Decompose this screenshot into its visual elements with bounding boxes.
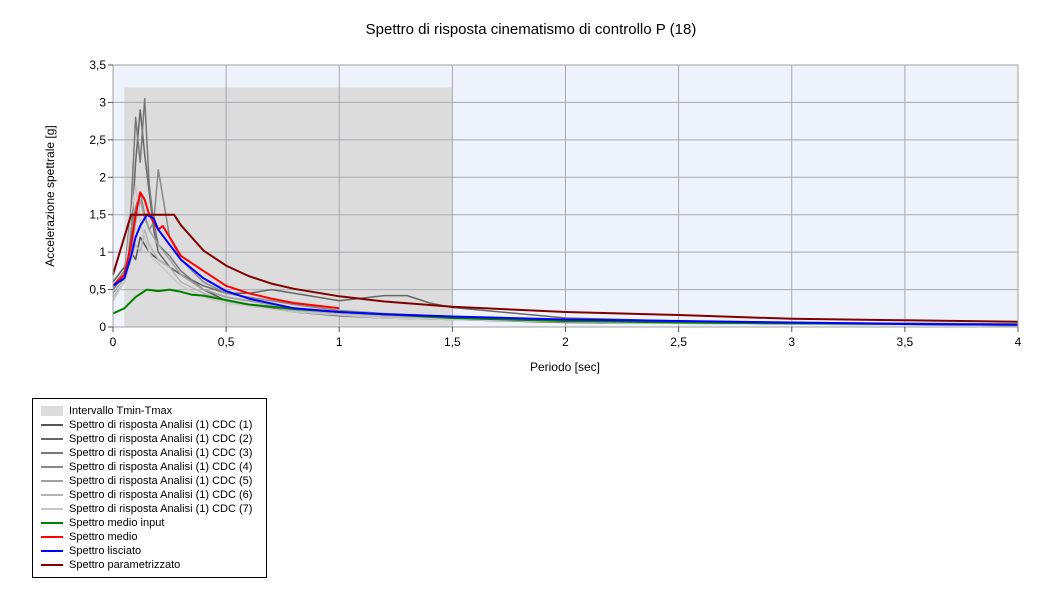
x-tick-label: 1	[336, 335, 343, 349]
x-tick-label: 2	[562, 335, 569, 349]
legend-item: Spettro di risposta Analisi (1) CDC (5)	[33, 474, 266, 488]
legend-item: Spettro di risposta Analisi (1) CDC (6)	[33, 488, 266, 502]
legend-label: Spettro di risposta Analisi (1) CDC (7)	[69, 503, 253, 515]
legend-label: Spettro di risposta Analisi (1) CDC (2)	[69, 433, 253, 445]
legend-line-swatch	[41, 438, 63, 440]
legend-item: Spettro medio input	[33, 516, 266, 530]
x-tick-label: 0	[110, 335, 117, 349]
legend-label: Spettro di risposta Analisi (1) CDC (5)	[69, 475, 253, 487]
y-tick-label: 3,5	[89, 58, 106, 72]
legend-line-swatch	[41, 452, 63, 454]
series-line-2	[112, 109, 1019, 325]
legend-item: Spettro parametrizzato	[33, 558, 266, 572]
series-line-10	[112, 213, 1019, 326]
legend-item: Spettro di risposta Analisi (1) CDC (3)	[33, 446, 266, 460]
y-tick-label: 1,5	[89, 208, 106, 222]
y-tick-label: 0	[99, 320, 106, 334]
legend-item: Spettro di risposta Analisi (1) CDC (7)	[33, 502, 266, 516]
legend-item: Spettro di risposta Analisi (1) CDC (4)	[33, 460, 266, 474]
legend-label: Spettro di risposta Analisi (1) CDC (4)	[69, 461, 253, 473]
series-line-9	[112, 191, 340, 310]
x-tick-label: 3,5	[897, 335, 914, 349]
plot-area: 0 0,5 1 1,5 2 2,5 3 3,5 4 0 0,5 1 1,5 2 2,5 3 3,5	[89, 58, 1021, 349]
legend-item: Spettro medio	[33, 530, 266, 544]
legend-line-swatch	[41, 536, 63, 538]
y-tick-label: 2	[99, 170, 106, 184]
legend-line-swatch	[41, 480, 63, 482]
legend-line-swatch	[41, 522, 63, 524]
legend-line-swatch	[41, 508, 63, 510]
legend-line-swatch	[41, 494, 63, 496]
y-tick-label: 1	[99, 245, 106, 259]
legend-item: Intervallo Tmin-Tmax	[33, 404, 266, 418]
legend: Intervallo Tmin-Tmax Spettro di risposta …	[32, 398, 267, 578]
x-tick-label: 0,5	[218, 335, 235, 349]
y-tick-label: 0,5	[89, 283, 106, 297]
legend-label: Spettro medio input	[69, 517, 165, 529]
y-tick-label: 3	[99, 95, 106, 109]
series-line-8	[112, 288, 1019, 326]
y-axis-label: Accelerazione spettrale [g]	[43, 125, 57, 266]
legend-item: Spettro lisciato	[33, 544, 266, 558]
x-tick-label: 3	[788, 335, 795, 349]
legend-area-swatch	[41, 406, 63, 416]
x-axis-label: Periodo [sec]	[530, 360, 600, 374]
legend-item: Spettro di risposta Analisi (1) CDC (1)	[33, 418, 266, 432]
legend-line-swatch	[41, 550, 63, 552]
legend-item: Spettro di risposta Analisi (1) CDC (2)	[33, 432, 266, 446]
legend-label: Spettro lisciato	[69, 545, 142, 557]
legend-label: Spettro di risposta Analisi (1) CDC (6)	[69, 489, 253, 501]
legend-label: Spettro di risposta Analisi (1) CDC (1)	[69, 419, 253, 431]
x-tick-label: 1,5	[444, 335, 461, 349]
legend-label: Spettro medio	[69, 531, 138, 543]
x-tick-label: 2,5	[670, 335, 687, 349]
x-tick-label: 4	[1015, 335, 1022, 349]
legend-line-swatch	[41, 564, 63, 566]
legend-label: Intervallo Tmin-Tmax	[69, 405, 173, 417]
legend-line-swatch	[41, 424, 63, 426]
y-tick-label: 2,5	[89, 133, 106, 147]
legend-label: Spettro parametrizzato	[69, 559, 181, 571]
legend-label: Spettro di risposta Analisi (1) CDC (3)	[69, 447, 253, 459]
series-line-11	[112, 213, 1019, 323]
chart-title: Spettro di risposta cinematismo di contr…	[366, 21, 697, 38]
legend-line-swatch	[41, 466, 63, 468]
